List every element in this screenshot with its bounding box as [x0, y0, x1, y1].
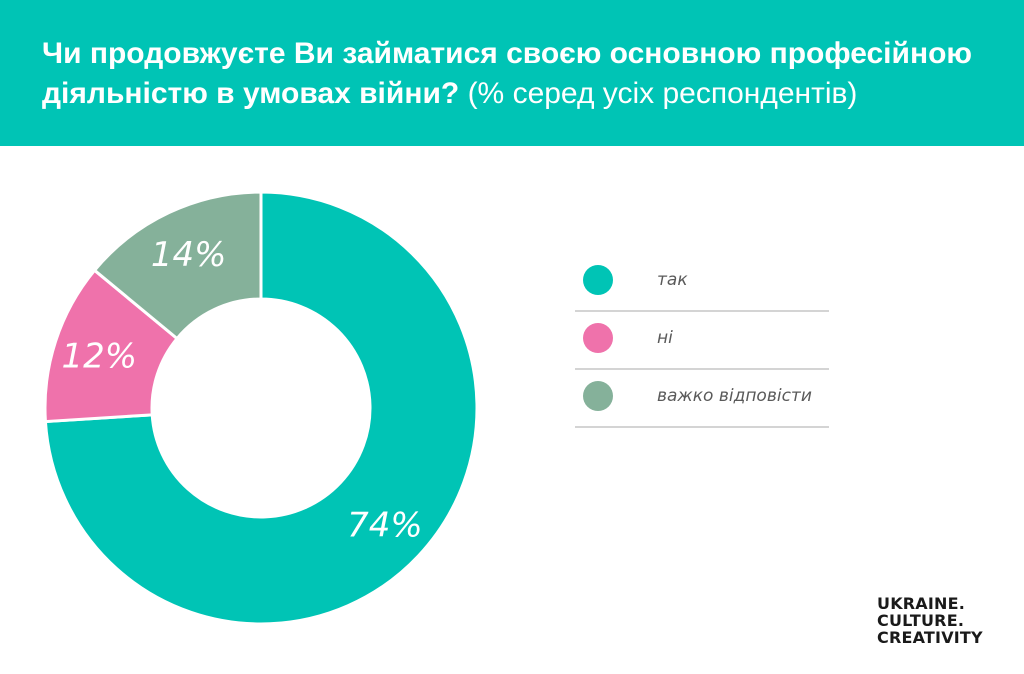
legend-dot-yes: [583, 265, 613, 295]
header-banner: Чи продовжуєте Ви займатися своєю основн…: [0, 0, 1024, 146]
legend-label-no: ні: [657, 328, 673, 348]
legend-dot-hard-to-say: [583, 381, 613, 411]
chart-title: Чи продовжуєте Ви займатися своєю основн…: [42, 34, 982, 114]
logo-line-3: CREATIVITY: [877, 628, 983, 647]
donut-data-labels: 74% 12% 14%: [62, 235, 423, 545]
legend-dot-no: [583, 323, 613, 353]
ukraine-culture-creativity-logo: UKRAINE. CULTURE. CREATIVITY: [877, 595, 983, 646]
legend-item-no: ні: [575, 312, 829, 370]
donut-slice-hard-to-say: [92, 190, 263, 341]
legend-label-yes: так: [657, 270, 688, 290]
legend-item-hard-to-say: важко відповісти: [575, 370, 829, 428]
data-label-no: 12%: [62, 336, 138, 376]
logo-line-2: CULTURE.: [877, 611, 965, 630]
logo-line-1: UKRAINE.: [877, 594, 966, 613]
title-question: Чи продовжуєте Ви займатися своєю основн…: [42, 37, 973, 110]
data-label-hard-to-say: 14%: [151, 235, 227, 275]
title-subtitle: (% серед усіх респондентів): [467, 77, 858, 110]
donut-slices: [43, 190, 479, 626]
legend-label-hard-to-say: важко відповісти: [657, 386, 812, 406]
donut-chart: 74% 12% 14%: [43, 190, 479, 626]
legend-item-yes: так: [575, 254, 829, 312]
data-label-yes: 74%: [347, 505, 423, 545]
chart-legend: так ні важко відповісти: [575, 254, 829, 428]
donut-slice-yes: [43, 190, 479, 626]
